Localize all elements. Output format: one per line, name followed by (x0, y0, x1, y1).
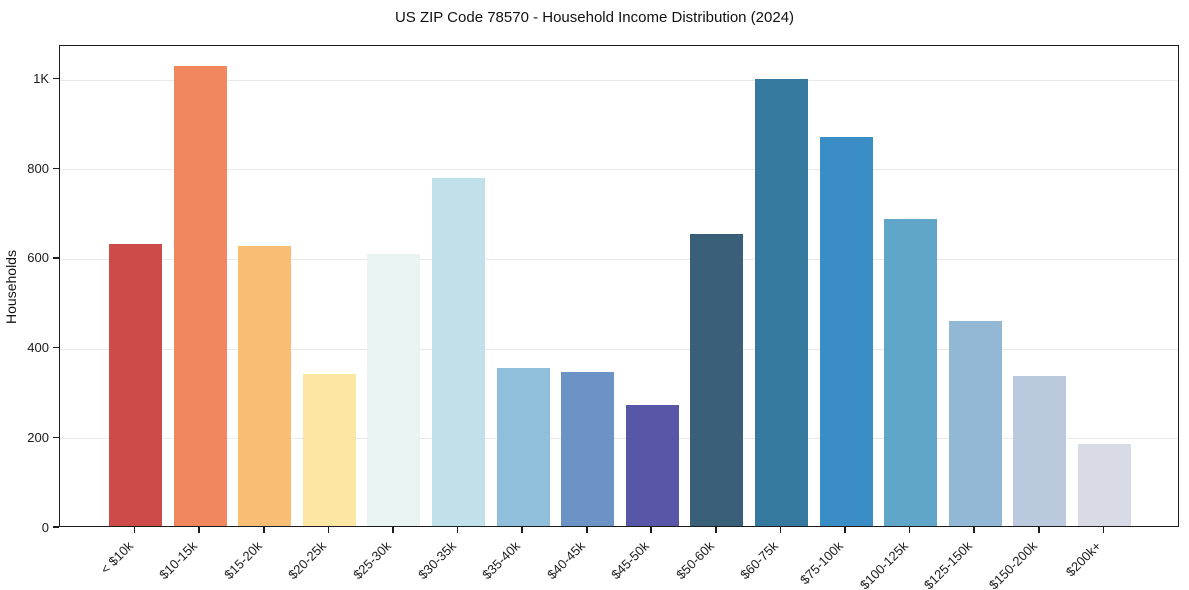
bar-$15-20k (238, 246, 292, 526)
y-tick-mark-800 (53, 167, 59, 170)
y-tick-mark-600 (53, 257, 59, 259)
x-tick-mark-$30-35k (456, 527, 459, 533)
bar-$30-35k (432, 178, 486, 526)
y-tick-mark-1K (53, 77, 59, 80)
x-tick-mark-$45-50k (650, 527, 653, 533)
x-tick-mark-$60-75k (779, 527, 782, 533)
y-tick-label-400: 400 (27, 340, 49, 356)
x-tick-mark-$15-20k (262, 527, 265, 533)
bar-< $10k (109, 244, 163, 526)
x-tick-mark-$75-100k (844, 527, 846, 533)
y-tick-label-600: 600 (27, 250, 49, 266)
x-tick-mark-$25-30k (392, 527, 394, 533)
gridline-1000 (60, 79, 1178, 81)
x-tick-mark-$200k+ (1102, 527, 1105, 533)
bar-$125-150k (948, 320, 1002, 526)
y-tick-label-200: 200 (27, 429, 49, 445)
y-tick-label-800: 800 (27, 160, 49, 176)
bar-$150-200k (1013, 375, 1067, 526)
gridline-800 (60, 169, 1178, 171)
plot-area (59, 45, 1179, 527)
bar-$100-125k (884, 219, 938, 526)
y-tick-mark-0 (53, 526, 59, 528)
bar-$45-50k (625, 404, 679, 526)
bar-$20-25k (302, 373, 356, 526)
bar-$60-75k (754, 79, 808, 526)
x-tick-label-< $10k: < $10k (97, 538, 136, 577)
y-tick-mark-400 (53, 346, 59, 349)
x-tick-mark-$125-150k (973, 527, 976, 533)
chart-title: US ZIP Code 78570 - Household Income Dis… (394, 9, 795, 26)
bar-$25-30k (367, 253, 421, 526)
x-tick-mark-$20-25k (327, 527, 330, 533)
bar-$35-40k (496, 368, 550, 526)
x-tick-mark-$35-40k (521, 527, 523, 533)
y-tick-mark-200 (53, 436, 59, 439)
x-tick-mark-$50-60k (715, 527, 717, 533)
bar-$10-15k (173, 65, 227, 526)
gridline-200 (60, 438, 1178, 440)
x-tick-mark-$40-45k (585, 527, 588, 533)
bar-$75-100k (819, 137, 873, 526)
x-tick-mark-< $10k (133, 527, 136, 533)
gridline-400 (60, 348, 1178, 350)
x-tick-mark-$150-200k (1038, 527, 1040, 533)
x-tick-mark-$100-125k (908, 527, 911, 533)
bar-$40-45k (561, 372, 615, 526)
y-tick-label-1K: 1K (33, 71, 49, 87)
gridline-600 (60, 258, 1178, 260)
x-tick-mark-$10-15k (198, 527, 200, 533)
y-tick-label-0: 0 (41, 519, 49, 535)
bar-$200k+ (1077, 443, 1131, 526)
bar-$50-60k (690, 234, 744, 526)
